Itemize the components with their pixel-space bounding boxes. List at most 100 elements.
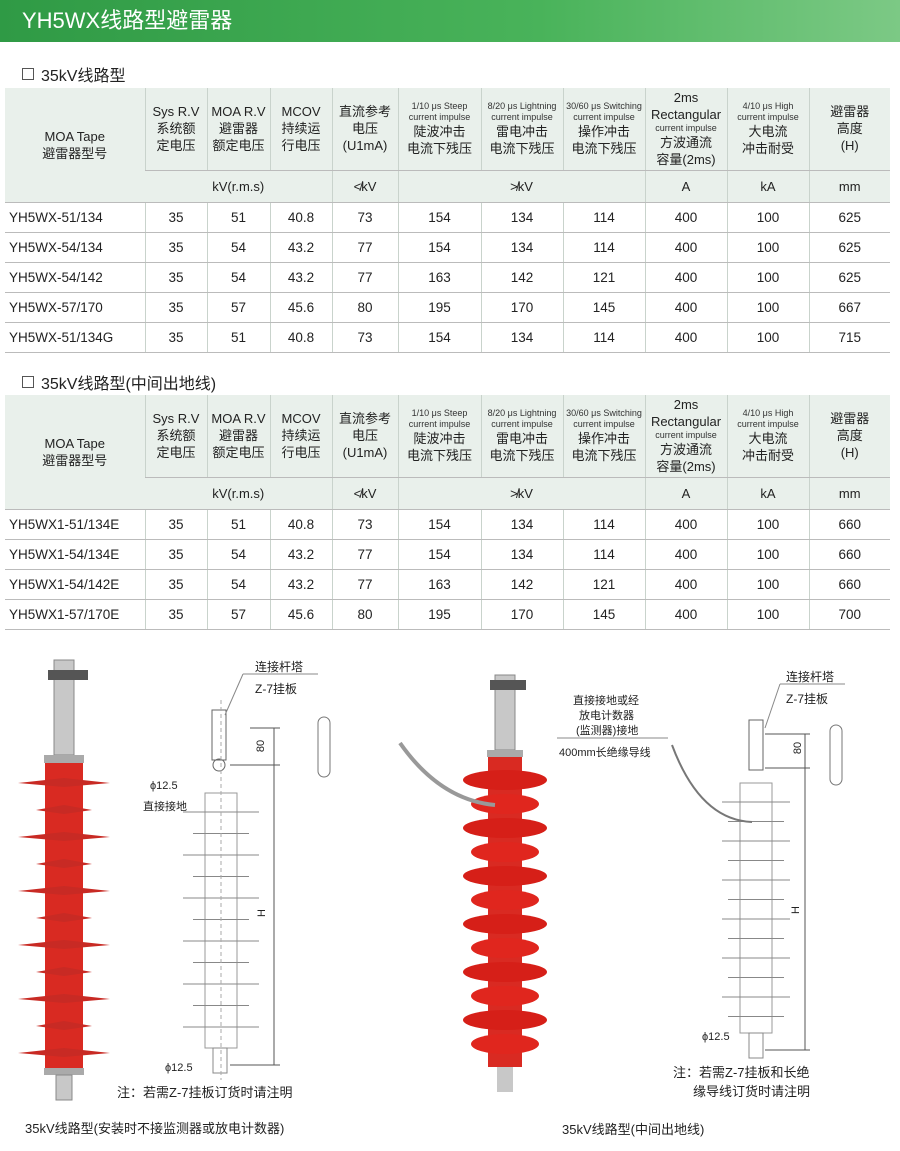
value-cell: 100 bbox=[726, 599, 809, 630]
value-cell: 40.8 bbox=[269, 509, 332, 540]
model-cell: YH5WX1-51/134E bbox=[5, 509, 145, 540]
value-cell: 35 bbox=[144, 262, 207, 293]
value-cell: 400 bbox=[644, 232, 727, 263]
label-phi-bot: ϕ12.5 bbox=[165, 1062, 193, 1074]
header-model: MOA Tape 避雷器型号 bbox=[5, 395, 145, 510]
checkbox-square-icon bbox=[22, 68, 34, 80]
header-text: 8/20 μs Lightning bbox=[487, 100, 557, 111]
header-sys: Sys R.V 系统额 定电压 bbox=[144, 88, 207, 171]
header-text: 容量(2ms) bbox=[656, 459, 716, 475]
label-H: H bbox=[789, 906, 802, 914]
header-switch: 30/60 μs Switching current impulse 操作冲击 电流下… bbox=[562, 395, 645, 478]
label-phi-top: ϕ12.5 bbox=[150, 780, 178, 792]
note-right-1: 注：若需Z-7挂板和长绝 bbox=[673, 1065, 810, 1080]
shed bbox=[36, 1021, 92, 1030]
header-switch: 30/60 μs Switching current impulse 操作冲击 电流下… bbox=[562, 88, 645, 171]
shed bbox=[36, 967, 92, 976]
value-cell: 54 bbox=[206, 232, 270, 263]
value-cell: 400 bbox=[644, 292, 727, 323]
header-text: 4/10 μs High bbox=[742, 407, 794, 418]
header-text: 额定电压 bbox=[212, 138, 265, 154]
end-cap bbox=[487, 750, 523, 757]
shed bbox=[36, 913, 92, 922]
table-row: YH5WX1-54/134E 35 54 43.2 77 154 134 114 400 100 6… bbox=[5, 539, 890, 570]
header-text: (U1mA) bbox=[342, 445, 388, 461]
value-cell: 625 bbox=[808, 262, 890, 293]
header-text: 系统额 bbox=[156, 428, 196, 444]
header-text: 4/10 μs High bbox=[742, 100, 794, 111]
shed bbox=[18, 940, 110, 949]
value-cell: 45.6 bbox=[269, 599, 332, 630]
section-title-text: 35kV线路型(中间出地线) bbox=[41, 376, 217, 393]
model-cell: YH5WX-51/134G bbox=[5, 322, 145, 353]
value-cell: 163 bbox=[397, 262, 481, 293]
end-cap bbox=[44, 1068, 84, 1075]
value-cell: 142 bbox=[480, 569, 563, 600]
header-moa: MOA R.V 避雷器 额定电压 bbox=[206, 395, 270, 478]
value-cell: 400 bbox=[644, 599, 727, 630]
plate-side-view bbox=[829, 724, 843, 786]
bolt-icon bbox=[48, 670, 88, 680]
header-text: 行电压 bbox=[281, 138, 321, 154]
value-cell: 715 bbox=[808, 322, 890, 353]
header-text: 行电压 bbox=[281, 445, 321, 461]
value-cell: 154 bbox=[397, 202, 481, 233]
header-text: 陡波冲击 bbox=[413, 430, 466, 446]
model-cell: YH5WX-54/142 bbox=[5, 262, 145, 293]
top-fitting-outline bbox=[748, 719, 764, 771]
header-text: 雷电冲击 bbox=[495, 123, 548, 139]
header-rect: 2ms Rectangular current impulse 方波通流 容量(2ms… bbox=[644, 88, 727, 171]
value-cell: 134 bbox=[480, 539, 563, 570]
value-cell: 35 bbox=[144, 322, 207, 353]
bolt-icon bbox=[490, 680, 526, 690]
value-cell: 134 bbox=[480, 509, 563, 540]
value-cell: 35 bbox=[144, 232, 207, 263]
checkbox-square-icon bbox=[22, 376, 34, 388]
header-text: 2ms Rectangular bbox=[650, 397, 722, 430]
value-cell: 134 bbox=[480, 322, 563, 353]
pin-hole bbox=[212, 758, 226, 772]
shed bbox=[471, 794, 539, 814]
label-ground-1: 直接接地或经 bbox=[573, 695, 639, 707]
bottom-fitting-outline bbox=[212, 1047, 228, 1074]
header-high: 4/10 μs High current impulse 大电流 冲击耐受 bbox=[726, 395, 809, 478]
header-text: current impulse bbox=[655, 430, 717, 441]
value-cell: 114 bbox=[562, 202, 645, 233]
spec-table-1: MOA Tape 避雷器型号 Sys R.V 系统额 定电压 MOA R.V 避雷器 额定电压… bbox=[5, 88, 890, 353]
header-text: MCOV bbox=[281, 411, 321, 427]
header-text: 电流下残压 bbox=[489, 140, 555, 156]
header-rect: 2ms Rectangular current impulse 方波通流 容量(2ms… bbox=[644, 395, 727, 478]
unit-dc: ≮kV bbox=[331, 170, 398, 203]
label-tower: 连接杆塔 bbox=[255, 660, 304, 674]
header-text: current impulse bbox=[737, 418, 799, 429]
header-text: 避雷器 bbox=[830, 104, 870, 120]
value-cell: 400 bbox=[644, 322, 727, 353]
shed bbox=[18, 832, 110, 841]
unit-a: A bbox=[644, 170, 727, 203]
header-sys: Sys R.V 系统额 定电压 bbox=[144, 395, 207, 478]
label-plate: Z-7挂板 bbox=[255, 682, 298, 696]
label-phi-bot: ϕ12.5 bbox=[702, 1031, 730, 1043]
table-row: YH5WX-51/134G 35 51 40.8 73 154 134 114 400 100 71… bbox=[5, 322, 890, 353]
table-row: YH5WX1-51/134E 35 51 40.8 73 154 134 114 400 100 6… bbox=[5, 509, 890, 540]
value-cell: 121 bbox=[562, 569, 645, 600]
value-cell: 40.8 bbox=[269, 322, 332, 353]
value-cell: 80 bbox=[331, 599, 398, 630]
header-text: MOA R.V bbox=[211, 411, 266, 427]
shed bbox=[18, 886, 110, 895]
header-text: MOA Tape bbox=[44, 435, 105, 451]
shed bbox=[471, 1034, 539, 1054]
header-text: 30/60 μs Switching bbox=[566, 407, 642, 418]
value-cell: 45.6 bbox=[269, 292, 332, 323]
note-right-2: 缘导线订货时请注明 bbox=[693, 1084, 811, 1099]
value-cell: 114 bbox=[562, 232, 645, 263]
value-cell: 142 bbox=[480, 262, 563, 293]
value-cell: 51 bbox=[206, 322, 270, 353]
unit-res: ≯kV bbox=[397, 170, 645, 203]
shed bbox=[36, 859, 92, 868]
header-text: 8/20 μs Lightning bbox=[487, 407, 557, 418]
header-text: 持续运 bbox=[281, 428, 321, 444]
header-text: 高度 bbox=[836, 428, 863, 444]
header-steep: 1/10 μs Steep current impulse 陡波冲击 电流下残压 bbox=[397, 88, 481, 171]
